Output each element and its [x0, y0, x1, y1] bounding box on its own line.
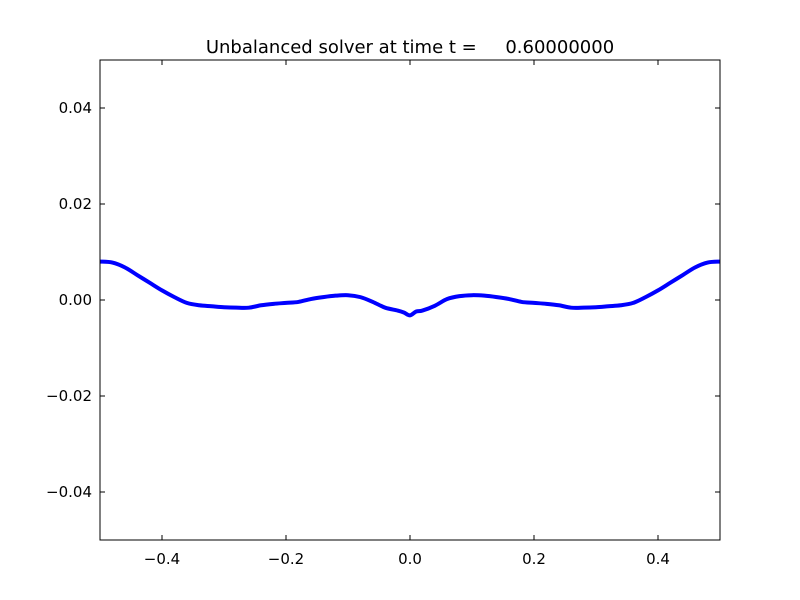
- x-tick-label: 0.0: [398, 550, 422, 568]
- x-tick-label: 0.2: [522, 550, 546, 568]
- y-tick-label: 0.00: [59, 291, 92, 309]
- y-tick-label: 0.02: [59, 195, 92, 213]
- y-tick-label: −0.04: [46, 483, 92, 501]
- x-tick-label: −0.2: [268, 550, 304, 568]
- series-line-0: [100, 259, 720, 318]
- y-tick-label: 0.04: [59, 99, 92, 117]
- x-tick-label: 0.4: [646, 550, 670, 568]
- y-tick-label: −0.02: [46, 387, 92, 405]
- tick-labels: −0.4 −0.2 0.0 0.2 0.4 0.04 0.02 0.00 −0.02 −0.04: [46, 99, 670, 568]
- axes-frame: [99, 59, 721, 541]
- plot-area: [100, 259, 720, 318]
- axis-ticks: [100, 60, 720, 540]
- chart-title: Unbalanced solver at time t = 0.60000000: [206, 37, 614, 58]
- x-tick-label: −0.4: [144, 550, 180, 568]
